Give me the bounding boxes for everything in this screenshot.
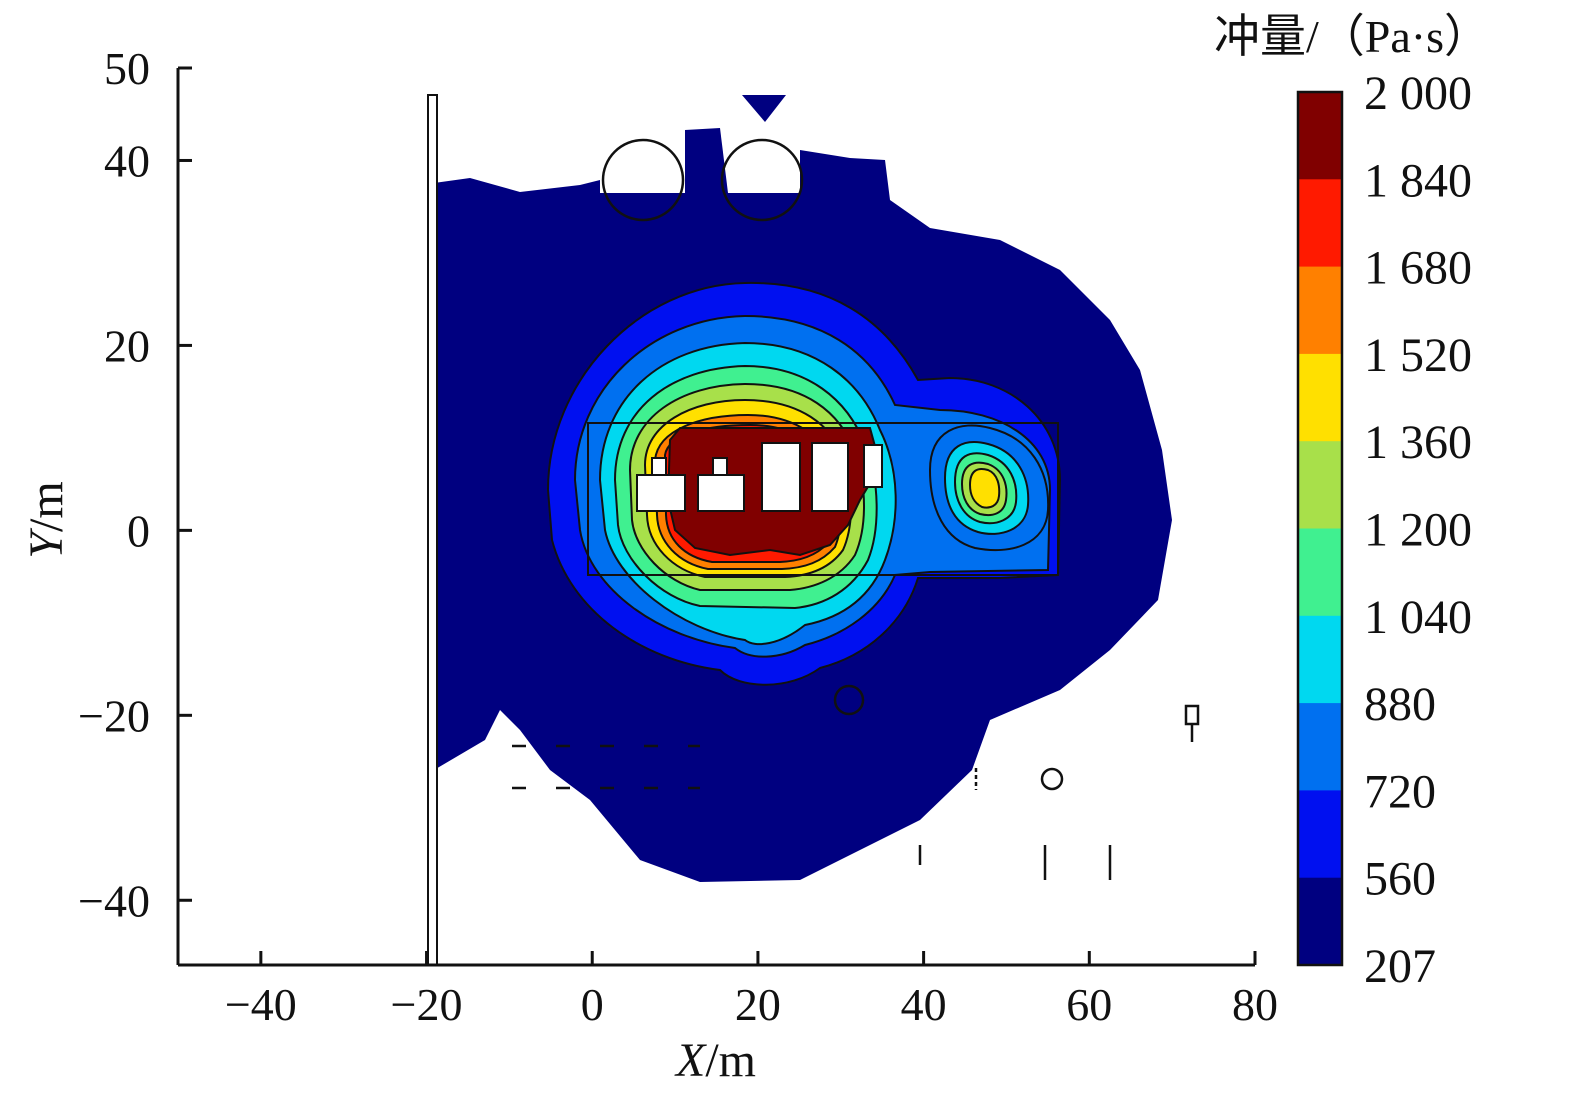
x-axis-title: X/m	[674, 1034, 756, 1087]
top-blue-lobe-left	[685, 128, 728, 193]
marker-circle-2	[1040, 767, 1064, 791]
x-tick-label: 60	[1066, 979, 1112, 1030]
colorbar-band	[1298, 441, 1342, 529]
colorbar-band	[1298, 615, 1342, 704]
wall-line	[427, 94, 438, 966]
y-tick-label: 40	[104, 135, 150, 186]
x-tick-label: −40	[225, 979, 297, 1030]
colorbar-band	[1298, 266, 1342, 355]
colorbar-band	[1298, 877, 1342, 966]
colorbar-label: 560	[1364, 853, 1436, 906]
top-tank-right	[720, 138, 804, 222]
x-ticks: −40 −20 0 20 40 60 80	[225, 951, 1278, 1030]
site-markers	[512, 684, 1200, 880]
colorbar-band	[1298, 179, 1342, 268]
colorbar-label: 1 840	[1364, 154, 1472, 207]
x-tick-label: 80	[1232, 979, 1278, 1030]
colorbar-band	[1298, 703, 1342, 791]
building-4	[811, 442, 849, 512]
colorbar-label: 1 360	[1364, 416, 1472, 469]
colorbar: 2 000 1 840 1 680 1 520 1 360 1 200 1 040 880 72…	[1296, 67, 1472, 993]
y-tick-label: 0	[127, 505, 150, 556]
building-area-outline	[587, 422, 1059, 576]
y-tick-label: −20	[78, 690, 150, 741]
building-2-top	[712, 457, 728, 476]
y-ticks: 50 40 20 0 −20 −40	[78, 43, 192, 926]
y-tick-label: 20	[104, 320, 150, 371]
y-tick-label: −40	[78, 875, 150, 926]
colorbar-band	[1298, 528, 1342, 617]
x-tick-label: −20	[391, 979, 463, 1030]
marker-box	[1184, 704, 1200, 726]
colorbar-label: 1 520	[1364, 329, 1472, 382]
colorbar-band	[1298, 790, 1342, 879]
colorbar-label: 1 680	[1364, 242, 1472, 295]
colorbar-band	[1298, 92, 1342, 180]
impulse-contour-field	[427, 94, 1200, 966]
plot-axes	[176, 68, 1255, 967]
building-5	[863, 444, 883, 488]
colorbar-label: 1 200	[1364, 504, 1472, 557]
marker-circle-1	[833, 684, 865, 716]
colorbar-label: 2 000	[1364, 67, 1472, 120]
colorbar-label: 207	[1364, 940, 1436, 993]
colorbar-label: 880	[1364, 678, 1436, 731]
building-2	[697, 474, 745, 512]
colorbar-frame	[1296, 90, 1344, 967]
colorbar-band	[1298, 353, 1342, 442]
top-tank-left	[601, 138, 685, 222]
x-tick-label: 20	[735, 979, 781, 1030]
building-1-top	[651, 457, 667, 476]
colorbar-label: 720	[1364, 765, 1436, 818]
secondary-lobe-1360-1520	[968, 467, 1001, 509]
x-tick-label: 0	[581, 979, 604, 1030]
building-1	[636, 474, 686, 512]
top-blue-tip	[742, 95, 786, 122]
colorbar-label: 1 040	[1364, 591, 1472, 644]
x-tick-label: 40	[901, 979, 947, 1030]
building-3	[761, 442, 801, 512]
y-tick-label: 50	[104, 43, 150, 94]
colorbar-title: 冲量/（Pa·s）	[1214, 11, 1490, 62]
building-blocks	[636, 442, 883, 512]
y-axis-title: Y/m	[20, 481, 73, 558]
